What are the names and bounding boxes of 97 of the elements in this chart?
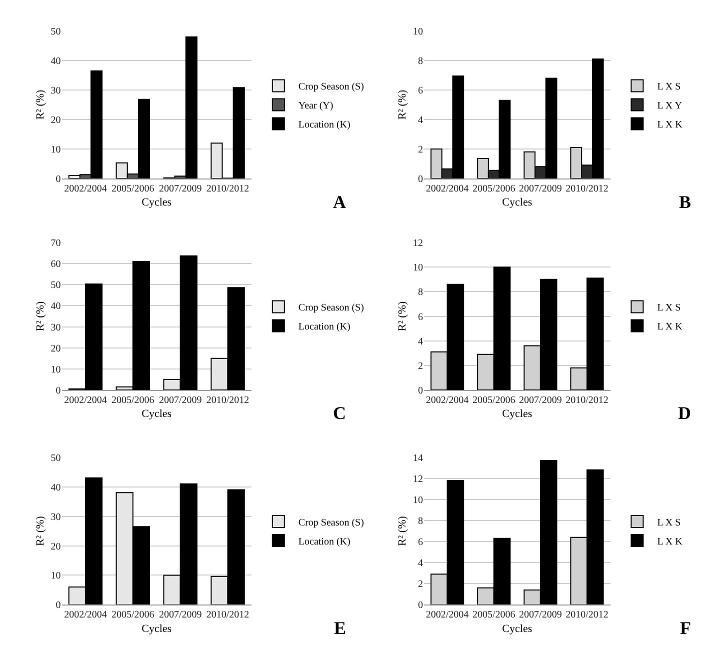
legend-label: L X K <box>657 322 684 333</box>
y-tick-label: 8 <box>418 516 423 527</box>
x-tick-label: 2010/2012 <box>206 394 250 406</box>
y-tick-label: 0 <box>418 385 423 396</box>
x-tick-label: 2007/2009 <box>519 610 562 621</box>
legend-label: Location (K) <box>298 120 350 131</box>
text: F <box>680 618 691 638</box>
y-tick-label: 8 <box>418 56 423 68</box>
y-axis-title: R² (%) <box>34 300 46 332</box>
y-tick-label: 50 <box>50 280 61 292</box>
legend-label: L X K <box>657 120 684 131</box>
x-tick-label: 2007/2009 <box>519 394 562 406</box>
y-tick-label: 50 <box>50 452 61 464</box>
y-tick-label: 4 <box>418 558 423 570</box>
y-tick-label: 10 <box>50 364 61 376</box>
y-tick-label: 14 <box>413 452 423 464</box>
y-axis-title: R² (%) <box>34 89 46 120</box>
legend-label: Location (K) <box>298 536 350 548</box>
x-axis-title: Cycles <box>502 408 532 420</box>
x-tick-label: 2005/2006 <box>112 610 154 621</box>
y-tick-label: 40 <box>50 482 61 494</box>
legend-label: L X Y <box>657 100 682 112</box>
y-tick-label: 50 <box>50 26 61 38</box>
legend-label: Year (Y) <box>298 100 334 112</box>
y-tick-label: 20 <box>50 343 61 354</box>
y-tick-label: 10 <box>413 26 423 38</box>
y-tick-label: 12 <box>413 474 423 485</box>
x-tick-label: 2005/2006 <box>112 394 154 406</box>
x-tick-label: 2002/2004 <box>64 183 107 194</box>
x-axis-title: Cycles <box>142 622 172 635</box>
x-tick-label: 2007/2009 <box>519 183 562 194</box>
text: A <box>333 192 346 212</box>
y-tick-label: 10 <box>50 570 61 582</box>
x-tick-label: 2010/2012 <box>206 610 250 621</box>
y-tick-label: 4 <box>418 336 423 348</box>
legend-label: L X K <box>657 536 684 548</box>
y-tick-label: 30 <box>50 322 61 334</box>
y-tick-label: 30 <box>50 85 61 96</box>
y-tick-label: 2 <box>418 360 423 372</box>
y-tick-label: 20 <box>50 114 61 126</box>
y-tick-label: 0 <box>56 600 61 612</box>
y-tick-label: 0 <box>56 174 61 185</box>
x-axis-title: Cycles <box>502 196 532 209</box>
legend-label: L X S <box>657 517 681 528</box>
x-tick-label: 2002/2004 <box>64 394 107 406</box>
y-tick-label: 70 <box>50 238 61 250</box>
legend-label: L X S <box>657 302 681 314</box>
x-tick-label: 2002/2004 <box>64 610 107 621</box>
y-axis-title: R² (%) <box>396 300 409 332</box>
y-axis-title: R² (%) <box>34 516 46 546</box>
y-tick-label: 0 <box>418 174 423 185</box>
x-tick-label: 2005/2006 <box>472 394 516 406</box>
legend-label: L X S <box>657 82 681 93</box>
x-tick-label: 2010/2012 <box>566 183 608 194</box>
y-tick-label: 10 <box>413 262 423 274</box>
y-tick-label: 60 <box>50 259 61 270</box>
x-axis-title: Cycles <box>142 408 172 420</box>
y-tick-label: 40 <box>50 56 61 68</box>
x-tick-label: 2007/2009 <box>158 183 202 194</box>
y-tick-label: 6 <box>418 85 423 96</box>
x-tick-label: 2005/2006 <box>472 610 516 621</box>
text: E <box>334 618 346 638</box>
y-tick-label: 40 <box>50 301 61 312</box>
y-tick-label: 6 <box>418 537 423 548</box>
x-axis-title: Cycles <box>502 622 532 635</box>
y-tick-label: 10 <box>413 494 423 506</box>
x-tick-label: 2010/2012 <box>206 183 250 194</box>
y-tick-label: 20 <box>50 541 61 552</box>
y-axis-title: R² (%) <box>396 516 409 546</box>
x-tick-label: 2007/2009 <box>158 610 202 621</box>
legend-label: Crop Season (S) <box>298 517 364 528</box>
y-tick-label: 30 <box>50 512 61 523</box>
y-tick-label: 12 <box>413 238 423 250</box>
y-axis-title: R² (%) <box>396 89 409 120</box>
x-tick-label: 2005/2006 <box>472 183 516 194</box>
x-tick-label: 2007/2009 <box>158 394 202 406</box>
y-tick-label: 6 <box>418 312 423 323</box>
y-tick-label: 10 <box>50 144 61 156</box>
x-tick-label: 2005/2006 <box>112 183 154 194</box>
y-tick-label: 2 <box>418 144 423 156</box>
x-tick-label: 2010/2012 <box>566 394 608 406</box>
legend-label: Crop Season (S) <box>298 302 364 314</box>
legend-label: Crop Season (S) <box>298 82 364 93</box>
x-axis-title: Cycles <box>142 196 172 209</box>
y-tick-label: 0 <box>418 600 423 612</box>
y-tick-label: 2 <box>418 579 423 590</box>
x-tick-label: 2002/2004 <box>426 183 469 194</box>
y-tick-label: 0 <box>56 385 61 396</box>
x-tick-label: 2002/2004 <box>426 610 469 621</box>
x-tick-label: 2010/2012 <box>566 610 608 621</box>
text: B <box>679 192 692 212</box>
x-tick-label: 2002/2004 <box>426 394 469 406</box>
text: C <box>333 403 346 423</box>
legend-label: Location (K) <box>298 322 350 333</box>
text: D <box>678 403 691 423</box>
y-tick-label: 4 <box>418 114 423 126</box>
y-tick-label: 8 <box>418 287 423 298</box>
